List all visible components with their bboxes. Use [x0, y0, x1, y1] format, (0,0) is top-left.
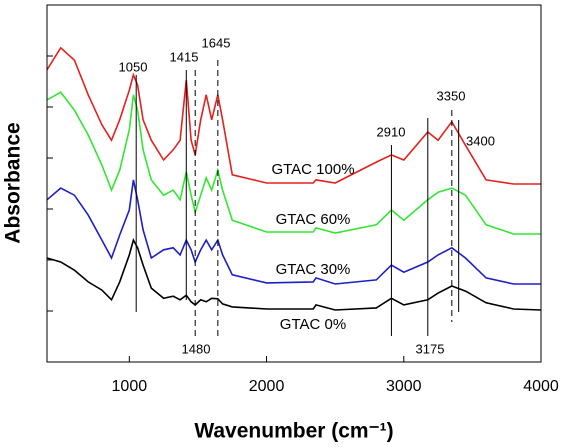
series-line — [46, 179, 541, 285]
x-axis-title: Wavenumber (cm⁻¹) — [194, 420, 393, 443]
series-line — [46, 91, 541, 235]
annotation-label: 2910 — [377, 124, 406, 139]
series-label: GTAC 30% — [276, 261, 351, 278]
plot-frame — [46, 4, 542, 363]
series-label: GTAC 60% — [276, 211, 351, 228]
x-tick-label: 2000 — [249, 378, 285, 395]
annotation-label: 1415 — [170, 49, 199, 64]
x-tick-label: 3000 — [386, 378, 422, 395]
annotation-label: 1480 — [182, 341, 211, 356]
series-line — [46, 237, 542, 311]
x-tick-label: 1000 — [112, 378, 148, 395]
annotation-label: 1645 — [202, 35, 231, 50]
annotation-label: 3350 — [437, 88, 466, 103]
series-line — [46, 46, 541, 185]
annotation-label: 3400 — [466, 133, 495, 148]
annotation-label: 1050 — [119, 59, 148, 74]
series-label: GTAC 100% — [271, 161, 354, 178]
annotation-label: 3175 — [416, 341, 445, 356]
x-tick-label: 4000 — [523, 378, 559, 395]
y-axis-title: Absorbance — [2, 122, 25, 243]
series-label: GTAC 0% — [280, 316, 346, 333]
